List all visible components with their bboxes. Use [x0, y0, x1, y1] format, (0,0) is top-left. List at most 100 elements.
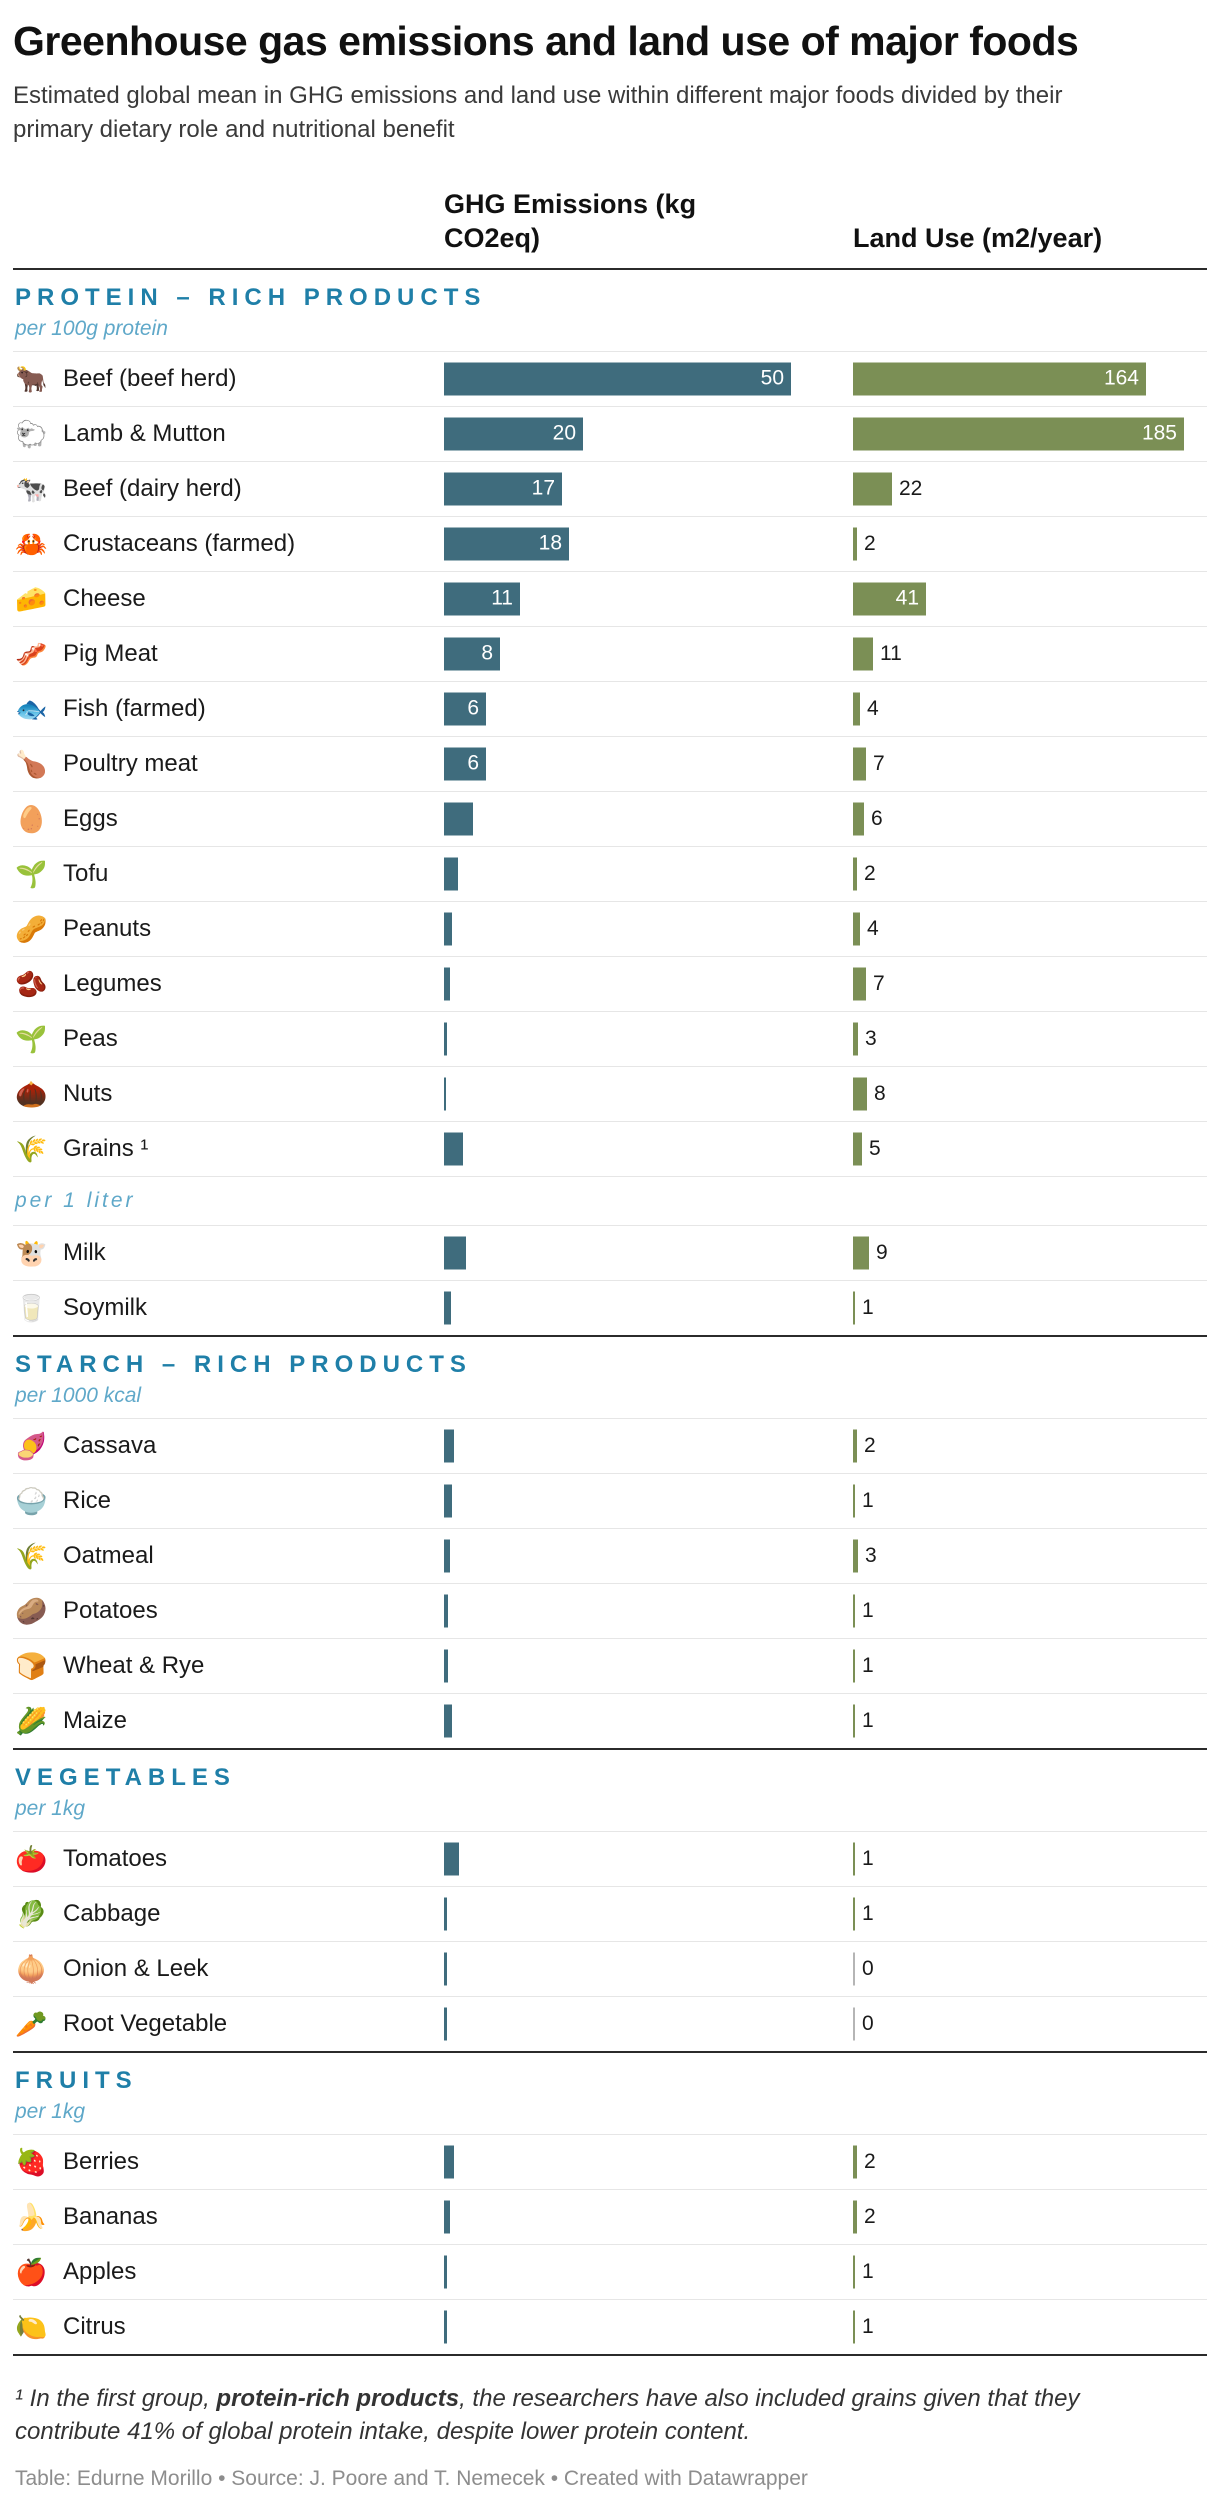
- ghg-bar: [444, 912, 452, 946]
- row-label: Maize: [63, 1706, 128, 1734]
- ghg-bar: [444, 1649, 448, 1683]
- land-bar-cell: 22: [853, 462, 1207, 516]
- leafy-green-icon: 🥬: [15, 1898, 48, 1929]
- section-title: FRUITS: [15, 2066, 138, 2094]
- row-label: Onion & Leek: [63, 1954, 209, 1982]
- land-bar-cell: 164: [853, 352, 1207, 406]
- land-bar: [853, 912, 860, 946]
- ghg-value: 8: [481, 641, 493, 665]
- land-bar-cell: 6: [853, 792, 1207, 846]
- section-unit-label: per 1000 kcal: [15, 1383, 142, 1407]
- sweet-potato-icon: 🍠: [15, 1430, 48, 1461]
- row-label-cell: 🍓 Berries: [13, 2148, 444, 2176]
- land-bar: [853, 802, 864, 836]
- section: FRUITS per 1kg 🍓 Berries 2 🍌 Bananas 2 🍎 Apples 1 🍋…: [13, 2050, 1207, 2354]
- land-value: 164: [1103, 366, 1139, 390]
- ghg-bar: [444, 1539, 450, 1573]
- table-row: 🐂 Beef (beef herd) 50 164: [13, 350, 1207, 406]
- table-row: 🥚 Eggs 6: [13, 790, 1207, 846]
- ghg-bar: 6: [444, 692, 486, 726]
- apple-icon: 🍎: [15, 2256, 48, 2287]
- land-bar: [853, 857, 857, 891]
- land-bar-cell: 9: [853, 1226, 1207, 1280]
- ghg-bar-cell: [444, 2135, 853, 2189]
- poultry-leg-icon: 🍗: [15, 748, 48, 779]
- row-label: Fish (farmed): [63, 694, 206, 722]
- ghg-bar-cell: [444, 1012, 853, 1066]
- egg-icon: 🥚: [15, 803, 48, 834]
- land-value: 2: [864, 861, 876, 885]
- ox-icon: 🐂: [15, 363, 48, 394]
- ghg-bar-cell: 18: [444, 517, 853, 571]
- land-column-header-label: Land Use (m2/year): [853, 223, 1103, 254]
- ghg-bar-cell: [444, 2245, 853, 2299]
- land-bar-cell: 1: [853, 1887, 1207, 1941]
- strawberry-icon: 🍓: [15, 2146, 48, 2177]
- ghg-bar-cell: 17: [444, 462, 853, 516]
- row-label: Milk: [63, 1238, 106, 1266]
- peanuts-icon: 🥜: [15, 913, 48, 944]
- row-label-cell: 🥜 Peanuts: [13, 915, 444, 943]
- land-value: 7: [873, 971, 885, 995]
- land-value: 2: [864, 2149, 876, 2173]
- land-bar-cell: 2: [853, 2135, 1207, 2189]
- section: VEGETABLES per 1kg 🍅 Tomatoes 1 🥬 Cabbage 1 🧅 Oni…: [13, 1747, 1207, 2051]
- ghg-bar-cell: 11: [444, 572, 853, 626]
- row-label-cell: 🍗 Poultry meat: [13, 750, 444, 778]
- land-value: 0: [862, 2011, 874, 2035]
- crab-icon: 🦀: [15, 528, 48, 559]
- ghg-bar: [444, 802, 473, 836]
- row-label-cell: 🥔 Potatoes: [13, 1597, 444, 1625]
- land-bar: [853, 637, 873, 671]
- land-bar-cell: 11: [853, 627, 1207, 681]
- section-unit-label: per 1kg: [15, 2099, 86, 2123]
- onion-icon: 🧅: [15, 1953, 48, 1984]
- section-header: VEGETABLES per 1kg: [13, 1750, 1207, 1831]
- row-label-cell: 🥚 Eggs: [13, 805, 444, 833]
- row-label: Peas: [63, 1024, 118, 1052]
- land-bar: 164: [853, 362, 1146, 396]
- land-value: 1: [862, 1488, 874, 1512]
- cow-icon: 🐄: [15, 473, 48, 504]
- land-bar: [853, 1952, 855, 1986]
- rice-bowl-icon: 🍚: [15, 1485, 48, 1516]
- land-bar: [853, 1484, 855, 1518]
- potato-icon: 🥔: [15, 1595, 48, 1626]
- bacon-icon: 🥓: [15, 638, 48, 669]
- ghg-bar: 11: [444, 582, 520, 616]
- land-bar-cell: 2: [853, 847, 1207, 901]
- row-label: Apples: [63, 2257, 137, 2285]
- ghg-column-header-label: GHG Emissions (kg CO2eq): [444, 189, 697, 254]
- footnote: ¹ In the first group, protein-rich produ…: [13, 2382, 1173, 2449]
- land-bar: [853, 2255, 855, 2289]
- land-value: 3: [865, 1543, 877, 1567]
- fish-icon: 🐟: [15, 693, 48, 724]
- ghg-bar-cell: [444, 847, 853, 901]
- ghg-bar-cell: [444, 1529, 853, 1583]
- land-bar-cell: 185: [853, 407, 1207, 461]
- row-label: Potatoes: [63, 1596, 158, 1624]
- row-label: Tomatoes: [63, 1844, 168, 1872]
- row-label-cell: 🐄 Beef (dairy herd): [13, 475, 444, 503]
- ghg-bar: [444, 1484, 452, 1518]
- row-label: Citrus: [63, 2312, 126, 2340]
- ghg-value: 18: [538, 531, 562, 555]
- ghg-bar: 18: [444, 527, 569, 561]
- row-label-cell: 🧅 Onion & Leek: [13, 1955, 444, 1983]
- land-bar: [853, 1132, 862, 1166]
- row-label: Grains ¹: [63, 1134, 149, 1162]
- land-bar: [853, 692, 860, 726]
- table-row: 🍓 Berries 2: [13, 2133, 1207, 2189]
- table-row: 🐑 Lamb & Mutton 20 185: [13, 405, 1207, 461]
- ghg-bar-cell: 20: [444, 407, 853, 461]
- row-label: Beef (dairy herd): [63, 474, 242, 502]
- land-value: 185: [1141, 421, 1177, 445]
- ghg-bar-cell: [444, 1997, 853, 2051]
- land-bar: [853, 1077, 867, 1111]
- row-label: Nuts: [63, 1079, 113, 1107]
- land-bar: [853, 2310, 855, 2344]
- land-bar-cell: 4: [853, 902, 1207, 956]
- sheaf-icon: 🌾: [15, 1540, 48, 1571]
- ghg-bar-cell: [444, 1122, 853, 1176]
- table-row: 🍗 Poultry meat 6 7: [13, 735, 1207, 791]
